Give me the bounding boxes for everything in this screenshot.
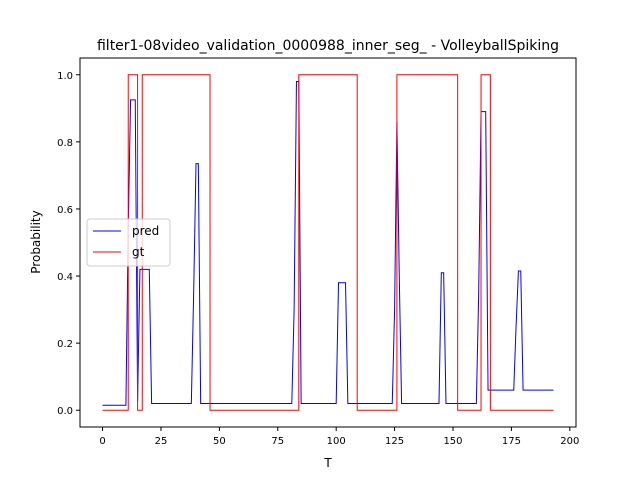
plot-frame [79, 57, 577, 428]
x-tick-label: 0 [99, 436, 105, 447]
x-tick-label: 125 [385, 436, 404, 447]
x-tick-label: 75 [271, 436, 284, 447]
legend-label-gt: gt [132, 245, 145, 259]
x-tick-label: 175 [502, 436, 521, 447]
x-tick-label: 200 [560, 436, 579, 447]
x-tick-label: 25 [155, 436, 168, 447]
y-axis: 0.0 0.2 0.4 0.6 0.8 1.0 [57, 71, 80, 417]
y-axis-label: Probability [29, 210, 43, 273]
x-axis: 0 25 50 75 100 125 150 175 200 [99, 427, 579, 447]
chart-title: filter1-08video_validation_0000988_inner… [97, 38, 559, 54]
y-tick-label: 0.4 [57, 272, 73, 283]
y-tick-label: 1.0 [57, 71, 73, 82]
x-tick-label: 100 [327, 436, 346, 447]
y-tick-label: 0.0 [57, 406, 73, 417]
x-axis-label: T [323, 456, 332, 470]
y-tick-label: 0.2 [57, 339, 73, 350]
x-tick-label: 150 [443, 436, 462, 447]
legend-label-pred: pred [132, 224, 159, 238]
y-tick-label: 0.6 [57, 205, 73, 216]
legend: pred gt [86, 218, 171, 267]
y-tick-label: 0.8 [57, 138, 73, 149]
x-tick-label: 50 [213, 436, 226, 447]
